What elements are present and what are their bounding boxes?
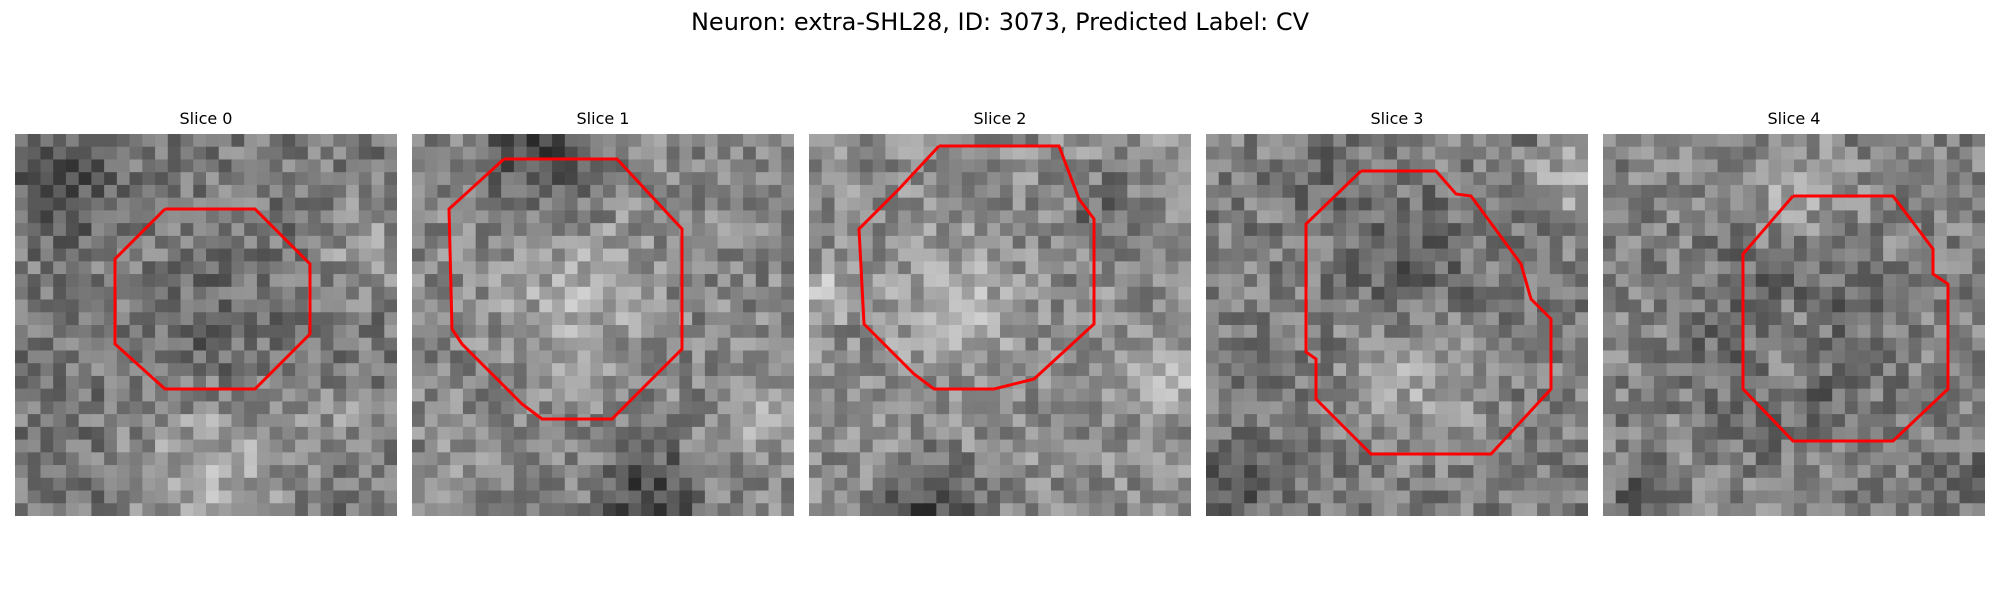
slice-panel-1: Slice 1 bbox=[412, 108, 794, 516]
segmentation-outline bbox=[857, 144, 1096, 391]
slice-title-2: Slice 2 bbox=[973, 109, 1027, 128]
segmentation-outline bbox=[447, 157, 684, 421]
slice-panel-2: Slice 2 bbox=[809, 108, 1191, 516]
microscopy-texture bbox=[1603, 134, 1985, 516]
segmentation-outline bbox=[113, 207, 312, 391]
slice-title-4: Slice 4 bbox=[1767, 109, 1821, 128]
slice-panel-3: Slice 3 bbox=[1206, 108, 1588, 516]
microscopy-texture bbox=[809, 134, 1191, 516]
slice-image-0 bbox=[15, 134, 397, 516]
slice-image-3 bbox=[1206, 134, 1588, 516]
slice-panel-4: Slice 4 bbox=[1603, 108, 1985, 516]
segmentation-outline bbox=[1741, 194, 1950, 443]
microscopy-texture bbox=[15, 134, 397, 516]
slice-title-0: Slice 0 bbox=[179, 109, 233, 128]
segmentation-outline bbox=[1304, 169, 1553, 456]
figure-title: Neuron: extra-SHL28, ID: 3073, Predicted… bbox=[690, 8, 1310, 36]
slice-title-1: Slice 1 bbox=[576, 109, 630, 128]
slice-title-3: Slice 3 bbox=[1370, 109, 1424, 128]
slice-image-1 bbox=[412, 134, 794, 516]
slice-image-2 bbox=[809, 134, 1191, 516]
slice-image-4 bbox=[1603, 134, 1985, 516]
microscopy-texture bbox=[1206, 134, 1588, 516]
slice-panel-0: Slice 0 bbox=[15, 108, 397, 516]
